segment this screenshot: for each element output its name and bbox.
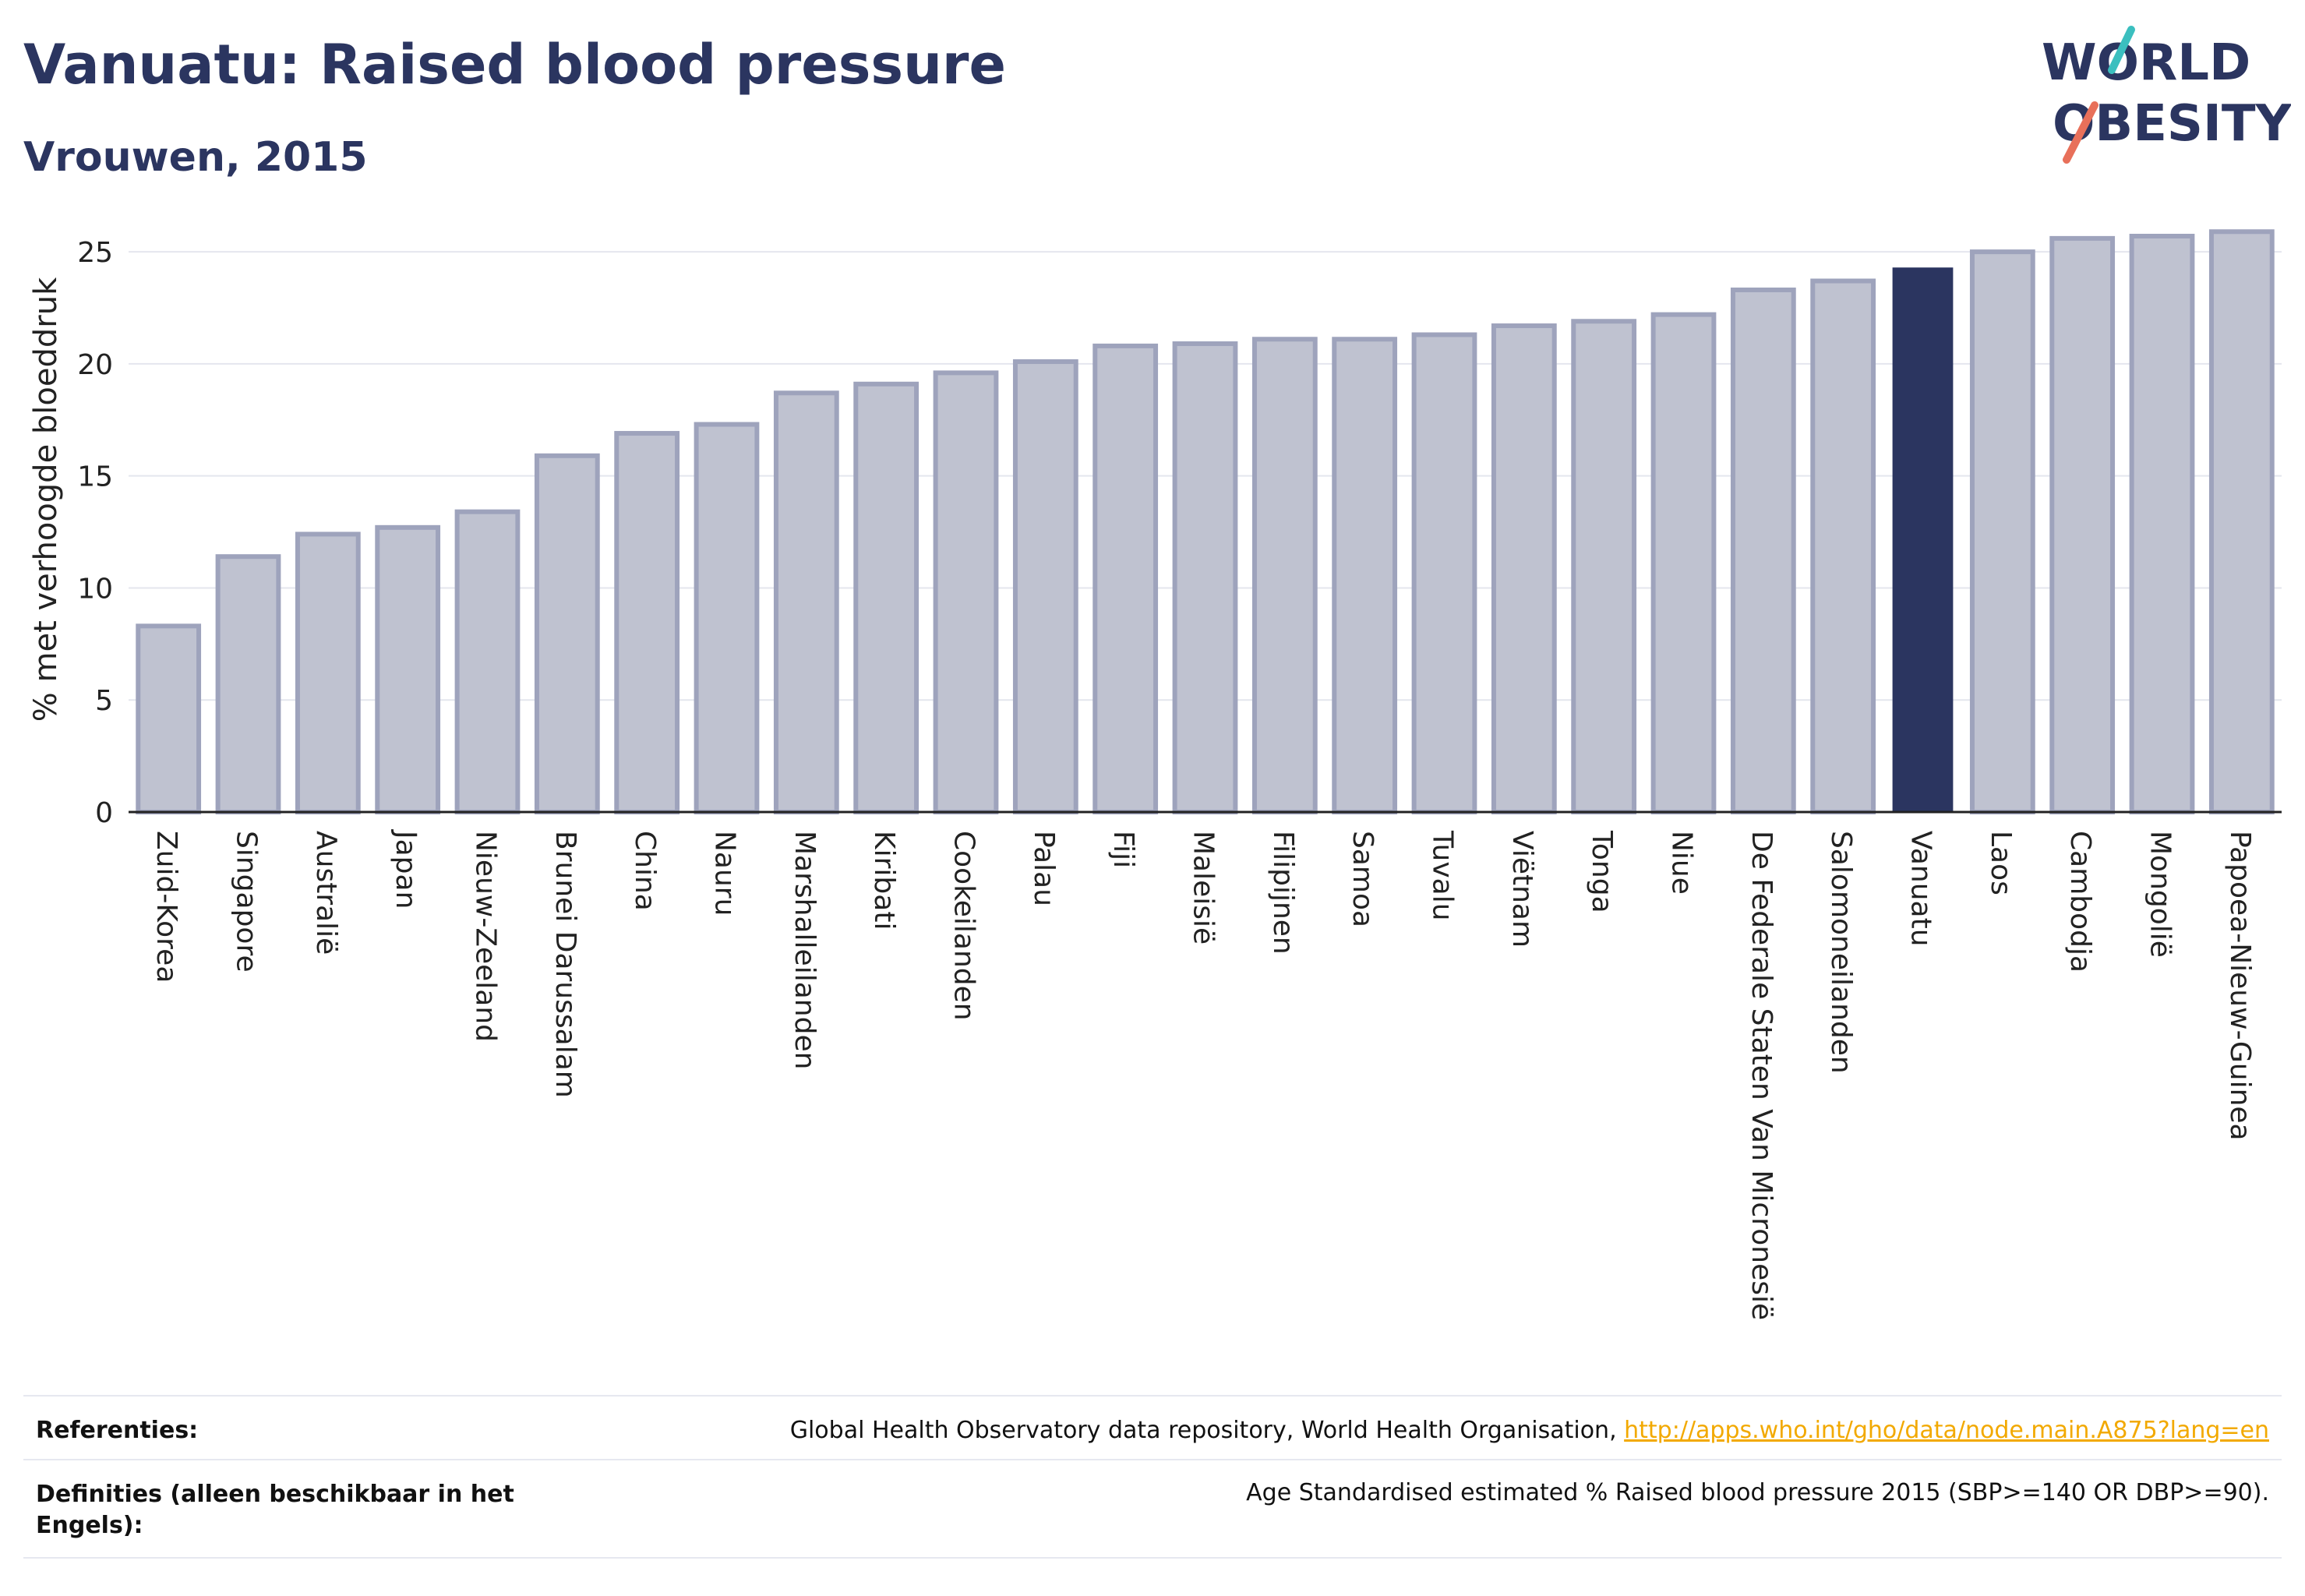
x-tick-label: Zuid-Korea <box>150 831 182 983</box>
bar <box>1969 249 2035 814</box>
page-title: Vanuatu: Raised blood pressure <box>23 33 1006 97</box>
bar <box>1092 343 1159 814</box>
x-tick-label: Viëtnam <box>1506 831 1538 948</box>
bar <box>853 381 920 814</box>
bar <box>2208 229 2275 815</box>
bar <box>1012 359 1078 814</box>
x-tick-label: China <box>629 831 661 911</box>
x-tick-label: Vanuatu <box>1905 831 1937 947</box>
bar <box>1332 337 1398 815</box>
references-label: Referenties: <box>36 1417 199 1444</box>
bar <box>1571 319 1637 814</box>
page-subtitle: Vrouwen, 2015 <box>23 134 368 181</box>
x-tick-label: Laos <box>1985 831 2017 895</box>
bar <box>1411 332 1477 814</box>
x-tick-label: Kiribati <box>868 831 900 930</box>
y-tick-label: 5 <box>95 685 113 717</box>
x-tick-label: Papoea-Nieuw-Guinea <box>2224 831 2256 1141</box>
bar <box>1251 337 1318 815</box>
x-tick-label: Salomoneilanden <box>1825 831 1857 1074</box>
references-value: Global Health Observatory data repositor… <box>790 1417 2269 1444</box>
bar <box>1650 312 1717 815</box>
x-tick-label: Tuvalu <box>1427 830 1459 921</box>
x-tick-label: Marshalleilanden <box>789 831 821 1069</box>
bar <box>375 524 441 815</box>
references-row: Referenties: Global Health Observatory d… <box>23 1395 2282 1460</box>
bar <box>295 531 361 815</box>
bar <box>215 554 281 814</box>
x-tick-label: De Federale Staten Van Micronesië <box>1746 831 1777 1320</box>
x-tick-label: Filipijnen <box>1267 831 1299 955</box>
x-tick-label: Singapore <box>231 831 263 973</box>
bar <box>2049 235 2116 814</box>
x-tick-label: Fiji <box>1107 831 1139 868</box>
x-tick-label: Palau <box>1028 831 1060 906</box>
x-tick-label: Japan <box>390 829 422 909</box>
bar <box>2129 234 2195 814</box>
references-link[interactable]: http://apps.who.int/gho/data/node.main.A… <box>1624 1417 2269 1444</box>
references-text: Global Health Observatory data repositor… <box>789 1417 1625 1444</box>
y-tick-label: 10 <box>77 573 113 605</box>
logo-text-world: WORLD <box>2042 34 2250 92</box>
logo-slash-coral <box>2063 101 2099 164</box>
bar <box>136 623 202 815</box>
definitions-text: Age Standardised estimated % Raised bloo… <box>1246 1479 2269 1506</box>
y-tick-label: 20 <box>77 349 113 381</box>
definitions-row: Definities (alleen beschikbaar in het En… <box>23 1459 2282 1559</box>
x-tick-label: Cambodja <box>2064 831 2096 973</box>
bar <box>1892 267 1954 812</box>
x-tick-label: Mongolië <box>2144 831 2176 958</box>
y-tick-label: 0 <box>95 797 113 829</box>
bar <box>534 453 600 814</box>
x-tick-label: Australië <box>310 831 342 955</box>
bar-chart: 0 5 10 15 20 25 Zuid-Korea Singapore Australië Ja… <box>28 229 2282 1320</box>
x-tick-label: Niue <box>1666 831 1698 895</box>
bar <box>933 370 999 815</box>
logo-slash-teal <box>2108 26 2135 74</box>
y-tick-label: 15 <box>77 461 113 493</box>
x-tick-label: Tonga <box>1586 830 1618 913</box>
bar <box>773 390 839 814</box>
x-tick-label: Samoa <box>1347 831 1378 927</box>
world-obesity-logo: WORLD OBESITY <box>2042 26 2291 164</box>
y-axis-title: % met verhoogde bloeddruk <box>28 277 64 722</box>
x-tick-label: Nauru <box>709 831 741 916</box>
definitions-label: Definities (alleen beschikbaar in het En… <box>36 1481 514 1539</box>
x-tick-label: Nieuw-Zeeland <box>470 831 502 1042</box>
y-tick-label: 25 <box>77 237 113 269</box>
bar <box>614 431 680 814</box>
x-tick-label: Maleisië <box>1188 831 1220 945</box>
bar <box>1172 341 1238 814</box>
x-tick-label: Cookeilanden <box>948 831 980 1021</box>
bar <box>1491 323 1557 814</box>
bar <box>694 422 760 814</box>
bar <box>454 509 521 814</box>
bar <box>1810 278 1876 815</box>
bar <box>1730 288 1796 815</box>
x-tick-label: Brunei Darussalam <box>549 831 581 1098</box>
